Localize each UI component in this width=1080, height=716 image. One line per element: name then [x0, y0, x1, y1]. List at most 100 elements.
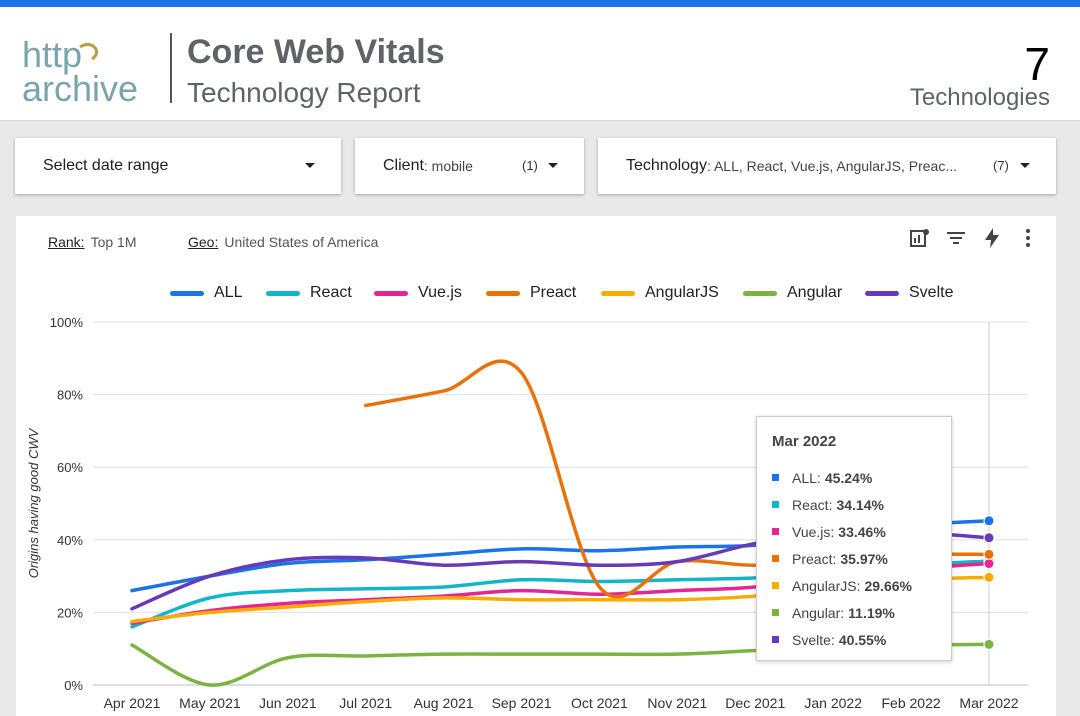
client-count: (1)	[522, 158, 538, 173]
legend-swatch	[601, 290, 635, 296]
more-vert-icon[interactable]	[1016, 226, 1040, 250]
date-range-dropdown[interactable]: Select date range	[15, 138, 341, 194]
legend-swatch	[743, 290, 777, 296]
page-header: http archive Core Web Vitals Technology …	[0, 7, 1080, 121]
legend-item[interactable]: Angular	[743, 284, 842, 302]
y-tick-label: 100%	[50, 315, 84, 330]
tooltip-value: 29.66%	[864, 577, 912, 594]
y-tick-label: 60%	[57, 460, 83, 475]
tooltip-value: 34.14%	[836, 496, 884, 513]
tooltip-label: ALL:	[792, 469, 821, 486]
legend-label: Preact	[530, 284, 577, 301]
legend-item[interactable]: Vue.js	[374, 284, 462, 302]
x-tick-label: Oct 2021	[571, 695, 628, 711]
tooltip-swatch	[772, 582, 779, 589]
explore-chart-icon[interactable]	[908, 226, 932, 250]
client-dropdown[interactable]: Client : mobile (1)	[355, 138, 584, 194]
x-tick-label: Sep 2021	[492, 695, 552, 711]
svg-text:http: http	[22, 34, 82, 75]
legend-swatch	[266, 290, 300, 296]
legend-item[interactable]: Preact	[486, 284, 576, 302]
x-tick-label: Apr 2021	[104, 695, 161, 711]
tooltip-row: Svelte: 40.55%	[772, 626, 951, 653]
tooltip-value: 45.24%	[824, 469, 873, 486]
chart-tooltip: Mar 2022 ALL: 45.24% React: 34.14% Vue.js: 33…	[756, 416, 952, 661]
legend-swatch	[374, 290, 408, 296]
technology-count: 7	[1024, 38, 1050, 90]
technology-value: : ALL, React, Vue.js, AngularJS, Preac..…	[706, 158, 958, 174]
httparchive-logo[interactable]: http archive	[22, 33, 162, 109]
x-tick-label: Jun 2021	[259, 695, 317, 711]
y-tick-label: 80%	[57, 388, 83, 403]
chevron-down-icon	[1020, 163, 1030, 168]
tooltip-value: 11.19%	[848, 604, 895, 621]
y-tick-label: 40%	[57, 533, 83, 548]
filter-bar: Select date range Client : mobile (1) Te…	[0, 122, 1080, 208]
x-tick-label: May 2021	[179, 695, 241, 711]
tooltip-label: Vue.js:	[792, 523, 835, 540]
technology-label: Technology	[626, 157, 707, 174]
legend-label: Svelte	[909, 284, 954, 301]
legend-swatch	[486, 290, 520, 296]
series-point-vue-js	[983, 558, 995, 570]
lightning-icon[interactable]	[980, 226, 1004, 250]
series-point-angularjs	[983, 571, 995, 583]
x-tick-label: Feb 2022	[882, 695, 941, 711]
x-tick-label: Mar 2022	[959, 695, 1018, 711]
legend-label: React	[310, 284, 352, 301]
chart-legend: ALL React Vue.js Preact AngularJS Angular Svel…	[16, 284, 1056, 306]
legend-item[interactable]: AngularJS	[601, 284, 719, 302]
tooltip-label: Angular:	[792, 604, 845, 621]
tooltip-row: Vue.js: 33.46%	[772, 518, 951, 545]
header-divider	[170, 33, 172, 103]
series-point-angular	[983, 638, 995, 650]
tooltip-swatch	[772, 528, 779, 535]
client-value: : mobile	[423, 158, 473, 174]
series-point-preact	[983, 548, 995, 560]
tooltip-value: 33.46%	[838, 523, 886, 540]
x-tick-label: Nov 2021	[647, 695, 707, 711]
series-point-svelte	[983, 532, 995, 544]
chevron-down-icon	[548, 163, 558, 168]
legend-swatch	[170, 290, 204, 296]
tooltip-title: Mar 2022	[772, 433, 837, 450]
chevron-down-icon	[305, 163, 315, 168]
x-tick-label: Dec 2021	[725, 695, 785, 711]
geo-key: Geo:	[188, 234, 219, 250]
chart-panel: Rank: Top 1M Geo: United States of America…	[16, 216, 1056, 716]
tooltip-swatch	[772, 501, 779, 508]
tooltip-row: React: 34.14%	[772, 491, 951, 518]
tooltip-row: AngularJS: 29.66%	[772, 572, 951, 599]
technology-count-badge: (7)	[993, 158, 1009, 173]
tooltip-value: 35.97%	[840, 550, 888, 567]
tooltip-label: Svelte:	[792, 631, 835, 648]
legend-item[interactable]: Svelte	[865, 284, 953, 302]
geo-value: United States of America	[224, 234, 379, 250]
legend-item[interactable]: React	[266, 284, 352, 302]
client-label: Client	[383, 157, 424, 174]
tooltip-label: React:	[792, 496, 833, 513]
x-tick-label: Aug 2021	[414, 695, 474, 711]
tooltip-label: Preact:	[792, 550, 837, 567]
logo-swoosh	[79, 42, 98, 61]
tooltip-value: 40.55%	[838, 631, 887, 648]
technology-count-label: Technologies	[909, 84, 1050, 111]
tooltip-row: Preact: 35.97%	[772, 545, 951, 572]
filter-icon[interactable]	[944, 226, 968, 250]
svg-text:archive: archive	[22, 68, 138, 109]
technology-dropdown[interactable]: Technology : ALL, React, Vue.js, Angular…	[598, 138, 1056, 194]
tooltip-row: Angular: 11.19%	[772, 599, 951, 626]
geo-info: Geo: United States of America	[188, 234, 378, 250]
date-range-label: Select date range	[43, 157, 169, 174]
tooltip-label: AngularJS:	[792, 577, 861, 594]
legend-label: ALL	[214, 284, 243, 301]
legend-item[interactable]: ALL	[170, 284, 242, 302]
tooltip-swatch	[772, 636, 779, 643]
y-tick-label: 0%	[64, 678, 83, 693]
tooltip-swatch	[772, 474, 779, 481]
x-tick-label: Jan 2022	[804, 695, 862, 711]
x-tick-label: Jul 2021	[339, 695, 392, 711]
y-axis-label: Origins having good CWV	[26, 427, 41, 578]
series-point-all	[983, 515, 995, 527]
page-title: Core Web Vitals	[187, 33, 445, 71]
